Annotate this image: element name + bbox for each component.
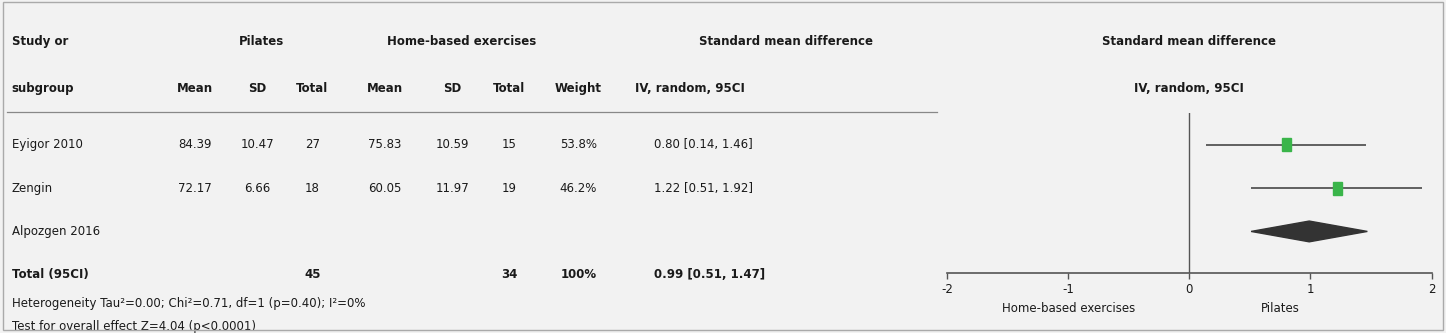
Bar xyxy=(1333,182,1342,194)
Text: 60.05: 60.05 xyxy=(367,181,402,195)
Text: SD: SD xyxy=(249,82,266,95)
Polygon shape xyxy=(1251,221,1368,242)
Text: 0.99 [0.51, 1.47]: 0.99 [0.51, 1.47] xyxy=(654,268,765,281)
Text: Mean: Mean xyxy=(367,82,402,95)
Text: IV, random, 95CI: IV, random, 95CI xyxy=(1135,82,1244,95)
Text: Total (95CI): Total (95CI) xyxy=(12,268,88,281)
Text: Test for overall effect Z=4.04 (p<0.0001): Test for overall effect Z=4.04 (p<0.0001… xyxy=(12,320,256,333)
Text: 100%: 100% xyxy=(561,268,596,281)
Text: 18: 18 xyxy=(305,181,320,195)
Text: Weight: Weight xyxy=(555,82,602,95)
Text: Study or: Study or xyxy=(12,35,68,48)
Text: Zengin: Zengin xyxy=(12,181,52,195)
Text: Mean: Mean xyxy=(178,82,213,95)
Text: Home-based exercises: Home-based exercises xyxy=(1002,302,1135,315)
Text: 75.83: 75.83 xyxy=(367,138,402,152)
Text: 10.59: 10.59 xyxy=(435,138,470,152)
Text: Total: Total xyxy=(296,82,328,95)
Text: 84.39: 84.39 xyxy=(178,138,213,152)
Text: 6.66: 6.66 xyxy=(244,181,270,195)
Text: 11.97: 11.97 xyxy=(435,181,470,195)
Text: Standard mean difference: Standard mean difference xyxy=(1102,35,1277,48)
Text: 72.17: 72.17 xyxy=(178,181,213,195)
Text: 46.2%: 46.2% xyxy=(560,181,597,195)
Text: 15: 15 xyxy=(502,138,516,152)
Text: Total: Total xyxy=(493,82,525,95)
Text: 19: 19 xyxy=(502,181,516,195)
Text: 0.80 [0.14, 1.46]: 0.80 [0.14, 1.46] xyxy=(654,138,752,152)
Text: Pilates: Pilates xyxy=(239,35,283,48)
Text: subgroup: subgroup xyxy=(12,82,74,95)
Text: Standard mean difference: Standard mean difference xyxy=(698,35,873,48)
Bar xyxy=(1281,139,1291,151)
Text: 53.8%: 53.8% xyxy=(560,138,597,152)
Text: IV, random, 95CI: IV, random, 95CI xyxy=(635,82,745,95)
Text: Heterogeneity Tau²=0.00; Chi²=0.71, df=1 (p=0.40); I²=0%: Heterogeneity Tau²=0.00; Chi²=0.71, df=1… xyxy=(12,296,364,310)
Text: 10.47: 10.47 xyxy=(240,138,275,152)
Text: SD: SD xyxy=(444,82,461,95)
Text: Alpozgen 2016: Alpozgen 2016 xyxy=(12,225,100,238)
Text: 34: 34 xyxy=(500,268,518,281)
Text: Eyigor 2010: Eyigor 2010 xyxy=(12,138,82,152)
Text: 45: 45 xyxy=(304,268,321,281)
Text: Pilates: Pilates xyxy=(1261,302,1300,315)
Text: 1.22 [0.51, 1.92]: 1.22 [0.51, 1.92] xyxy=(654,181,752,195)
Text: Home-based exercises: Home-based exercises xyxy=(386,35,536,48)
Text: 27: 27 xyxy=(305,138,320,152)
